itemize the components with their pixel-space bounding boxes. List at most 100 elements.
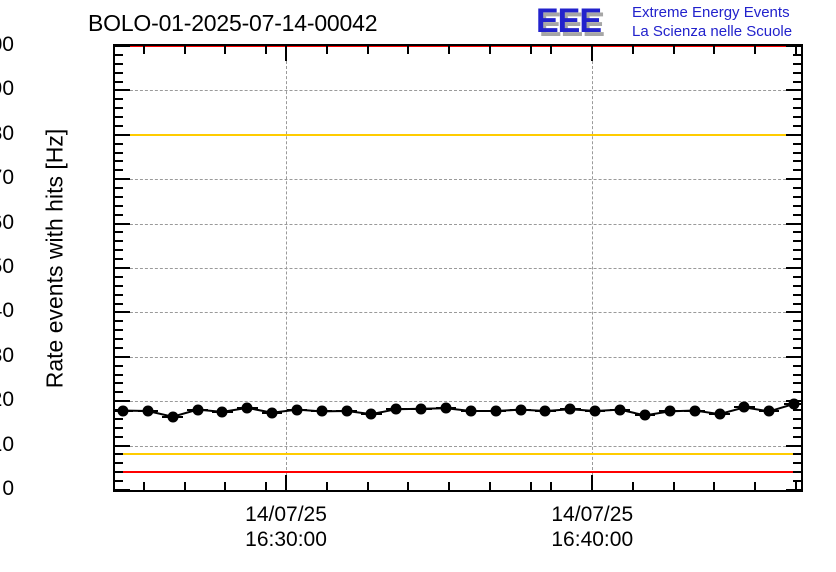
- y-tick: [115, 267, 130, 269]
- y-tick: [115, 471, 123, 474]
- y-tick: [793, 284, 801, 287]
- data-point-errorbar: [460, 409, 482, 412]
- y-tick: [786, 133, 801, 136]
- h-gridline: [115, 223, 801, 225]
- y-tick: [115, 489, 130, 491]
- y-tick: [115, 302, 123, 305]
- y-tick-label: 60: [0, 210, 14, 234]
- x-tick-label-time: 16:30:00: [245, 528, 327, 551]
- y-tick: [115, 116, 123, 119]
- x-tick: [265, 46, 268, 54]
- y-tick: [793, 213, 801, 216]
- y-tick: [115, 320, 123, 323]
- y-tick: [793, 453, 801, 456]
- page-title: BOLO-01-2025-07-14-00042: [88, 10, 378, 36]
- x-tick: [631, 46, 634, 54]
- y-tick: [115, 204, 123, 207]
- h-gridline: [115, 356, 801, 358]
- y-tick: [115, 417, 123, 420]
- y-tick: [115, 231, 123, 234]
- y-tick: [115, 426, 123, 429]
- y-tick: [793, 204, 801, 207]
- eee-logo-line2: La Scienza nelle Scuole: [632, 23, 793, 40]
- y-tick-label: 20: [0, 388, 14, 412]
- data-point-marker: [390, 403, 402, 415]
- y-tick-label: 30: [0, 343, 14, 367]
- x-tick: [325, 46, 328, 54]
- x-tick: [754, 46, 757, 54]
- y-tick-label: 40: [0, 299, 14, 323]
- y-tick-label: 90: [0, 77, 14, 101]
- x-tick: [672, 482, 675, 490]
- data-point-errorbar: [187, 408, 208, 411]
- y-tick: [115, 435, 123, 438]
- h-gridline: [115, 401, 801, 403]
- x-tick-label-time: 16:40:00: [551, 528, 634, 551]
- data-point-marker: [266, 407, 278, 419]
- plot-inner: [115, 46, 801, 490]
- y-tick-label: 100: [0, 33, 14, 56]
- y-tick: [793, 293, 801, 296]
- data-point-errorbar: [137, 409, 159, 412]
- data-point-marker: [763, 405, 775, 417]
- data-point-errorbar: [609, 408, 631, 411]
- y-tick: [793, 373, 801, 376]
- h-gridline: [115, 268, 801, 269]
- y-tick: [793, 364, 801, 367]
- data-point-errorbar: [535, 409, 556, 412]
- y-tick: [793, 462, 801, 465]
- y-tick: [793, 187, 801, 190]
- x-tick: [265, 482, 268, 490]
- y-tick: [115, 409, 123, 412]
- data-point-errorbar: [336, 409, 357, 412]
- x-tick: [591, 475, 594, 490]
- y-tick: [793, 195, 801, 198]
- y-tick: [115, 444, 130, 447]
- y-tick: [115, 107, 123, 110]
- x-tick: [224, 482, 227, 490]
- data-point-marker: [365, 408, 377, 420]
- y-tick: [793, 417, 801, 420]
- data-point-errorbar: [659, 410, 681, 413]
- data-point-errorbar: [212, 410, 233, 413]
- y-tick: [786, 311, 801, 314]
- x-tick: [672, 46, 675, 54]
- y-tick: [793, 471, 801, 474]
- y-tick: [793, 435, 801, 438]
- data-point-marker: [192, 404, 204, 416]
- y-tick: [115, 258, 123, 261]
- h-gridline: [115, 179, 801, 181]
- data-point-errorbar: [236, 406, 258, 409]
- y-tick: [793, 107, 801, 110]
- data-point-errorbar: [435, 407, 457, 410]
- data-point-marker: [639, 409, 651, 421]
- y-tick: [115, 284, 123, 287]
- y-tick: [786, 89, 801, 92]
- data-point-errorbar: [510, 408, 531, 411]
- y-tick: [793, 302, 801, 305]
- y-tick: [793, 71, 801, 74]
- data-point-errorbar: [162, 415, 183, 418]
- y-tick: [115, 311, 130, 314]
- y-tick: [793, 338, 801, 341]
- data-point-marker: [614, 404, 626, 416]
- y-tick: [793, 98, 801, 101]
- eee-logo-line1: Extreme Energy Events: [632, 4, 790, 21]
- data-point-errorbar: [485, 409, 507, 412]
- x-tick: [488, 46, 491, 54]
- y-tick: [793, 426, 801, 429]
- y-tick-label: 50: [0, 255, 14, 278]
- h-gridline: [115, 445, 801, 447]
- x-tick: [550, 46, 553, 54]
- x-tick: [224, 46, 227, 54]
- y-tick: [115, 240, 123, 243]
- y-tick: [115, 462, 123, 465]
- threshold-line-lower-alarm: [115, 471, 801, 474]
- data-point-errorbar: [560, 408, 581, 411]
- y-axis-title: Rate events with hits [Hz]: [41, 128, 68, 389]
- data-point-errorbar: [709, 413, 730, 416]
- y-tick: [115, 222, 130, 225]
- y-tick: [786, 267, 801, 269]
- y-tick: [115, 133, 130, 136]
